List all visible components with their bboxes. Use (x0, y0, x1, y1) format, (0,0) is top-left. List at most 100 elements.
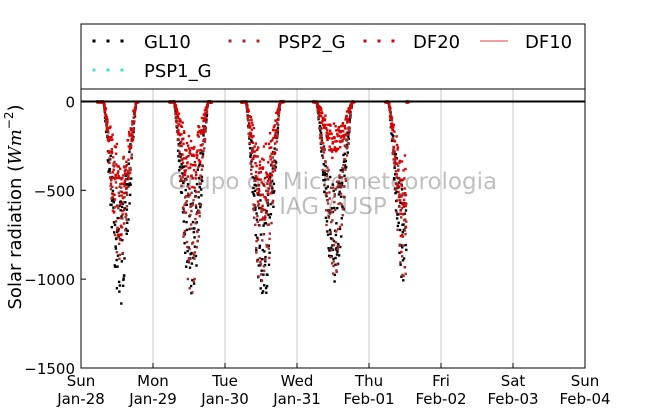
data-point-psp2_g (338, 225, 342, 229)
data-point-psp2_g (330, 220, 333, 224)
data-point-gl10 (249, 153, 252, 157)
data-point-psp2_g (125, 218, 128, 221)
data-point-psp2_g (248, 141, 251, 145)
data-point-df20 (192, 147, 195, 150)
data-point-df20 (330, 132, 333, 136)
data-point-psp2_g (263, 269, 266, 272)
data-point-psp2_g (129, 168, 132, 172)
data-point-psp2_g (257, 275, 260, 278)
data-point-psp2_g (249, 152, 252, 155)
data-point-psp2_g (188, 257, 191, 261)
data-point-psp2_g (106, 120, 109, 124)
data-point-gl10 (326, 185, 329, 188)
data-point-df20 (334, 125, 337, 128)
data-point-df20 (324, 114, 327, 117)
data-point-df20 (270, 152, 273, 155)
x-tick-label-day: Mon (137, 372, 169, 390)
data-point-df20 (336, 147, 340, 151)
data-point-psp2_g (193, 277, 196, 281)
data-point-psp2_g (112, 156, 115, 159)
data-point-gl10 (320, 150, 323, 153)
data-point-gl10 (329, 232, 332, 236)
legend-marker-psp1_g (106, 68, 110, 72)
data-point-df20 (125, 164, 129, 167)
data-point-psp2_g (334, 241, 338, 244)
data-point-psp2_g (258, 218, 262, 222)
data-point-gl10 (259, 287, 262, 290)
data-point-psp2_g (327, 168, 330, 172)
data-point-df20 (322, 123, 326, 127)
data-point-df20 (265, 173, 269, 176)
data-point-psp2_g (258, 189, 261, 192)
data-point-psp2_g (348, 121, 352, 124)
data-point-psp2_g (316, 110, 319, 113)
data-point-df20 (348, 107, 352, 111)
data-point-psp2_g (394, 160, 397, 163)
data-point-psp2_g (196, 230, 199, 234)
data-point-gl10 (189, 284, 193, 288)
data-point-psp2_g (277, 123, 280, 127)
data-point-psp2_g (348, 127, 351, 130)
data-point-df20 (402, 205, 406, 208)
data-point-df20 (336, 132, 339, 136)
data-point-df20 (123, 185, 126, 188)
data-point-psp2_g (403, 266, 406, 269)
data-point-psp2_g (113, 233, 117, 237)
data-point-df20 (257, 184, 261, 187)
data-point-gl10 (264, 286, 268, 290)
data-point-psp2_g (260, 279, 264, 282)
data-point-df20 (109, 176, 112, 179)
data-point-df20 (325, 134, 328, 137)
data-point-psp2_g (181, 179, 184, 182)
legend-marker-df20 (363, 39, 367, 43)
data-point-gl10 (176, 149, 180, 152)
y-axis: 0 −500 −1000 −1500 (24, 93, 86, 378)
data-point-gl10 (107, 170, 110, 173)
data-point-gl10 (269, 202, 272, 206)
data-point-psp2_g (320, 127, 323, 130)
data-point-gl10 (269, 213, 273, 216)
data-point-df20 (191, 177, 194, 180)
data-point-psp2_g (333, 200, 336, 204)
data-point-gl10 (395, 217, 399, 220)
data-point-df20 (196, 154, 199, 157)
data-point-gl10 (180, 163, 183, 166)
data-point-df20 (256, 155, 259, 158)
data-point-df20 (390, 116, 394, 120)
data-point-psp2_g (109, 171, 112, 174)
data-point-gl10 (338, 190, 341, 194)
data-point-df20 (188, 149, 192, 152)
data-point-psp2_g (130, 132, 134, 136)
data-point-gl10 (272, 182, 276, 186)
data-point-df20 (177, 128, 180, 132)
data-point-psp2_g (194, 204, 198, 207)
data-point-df20 (344, 127, 347, 130)
data-point-df20 (405, 202, 408, 205)
data-point-df20 (250, 121, 254, 124)
data-point-df20 (391, 129, 394, 132)
data-point-psp2_g (176, 120, 179, 123)
legend-marker-df20 (377, 39, 381, 43)
data-point-df20 (316, 103, 319, 106)
data-point-gl10 (261, 248, 264, 252)
data-point-psp2_g (319, 141, 322, 145)
data-point-gl10 (339, 182, 342, 185)
data-point-psp2_g (404, 218, 407, 221)
data-point-df20 (202, 125, 205, 128)
data-point-psp2_g (403, 229, 407, 232)
data-point-df20 (252, 127, 256, 130)
data-point-df20 (199, 144, 202, 147)
data-point-df20 (181, 153, 184, 156)
data-point-df20 (176, 110, 179, 113)
data-point-df20 (403, 177, 406, 180)
data-point-gl10 (336, 250, 339, 253)
data-point-gl10 (332, 248, 335, 251)
data-point-gl10 (271, 187, 274, 190)
data-point-df20 (128, 147, 132, 151)
data-point-df20 (254, 170, 258, 174)
data-point-gl10 (322, 179, 325, 182)
data-point-psp2_g (205, 116, 208, 120)
data-point-psp2_g (276, 129, 280, 132)
data-point-gl10 (330, 207, 334, 210)
data-point-gl10 (334, 256, 337, 260)
